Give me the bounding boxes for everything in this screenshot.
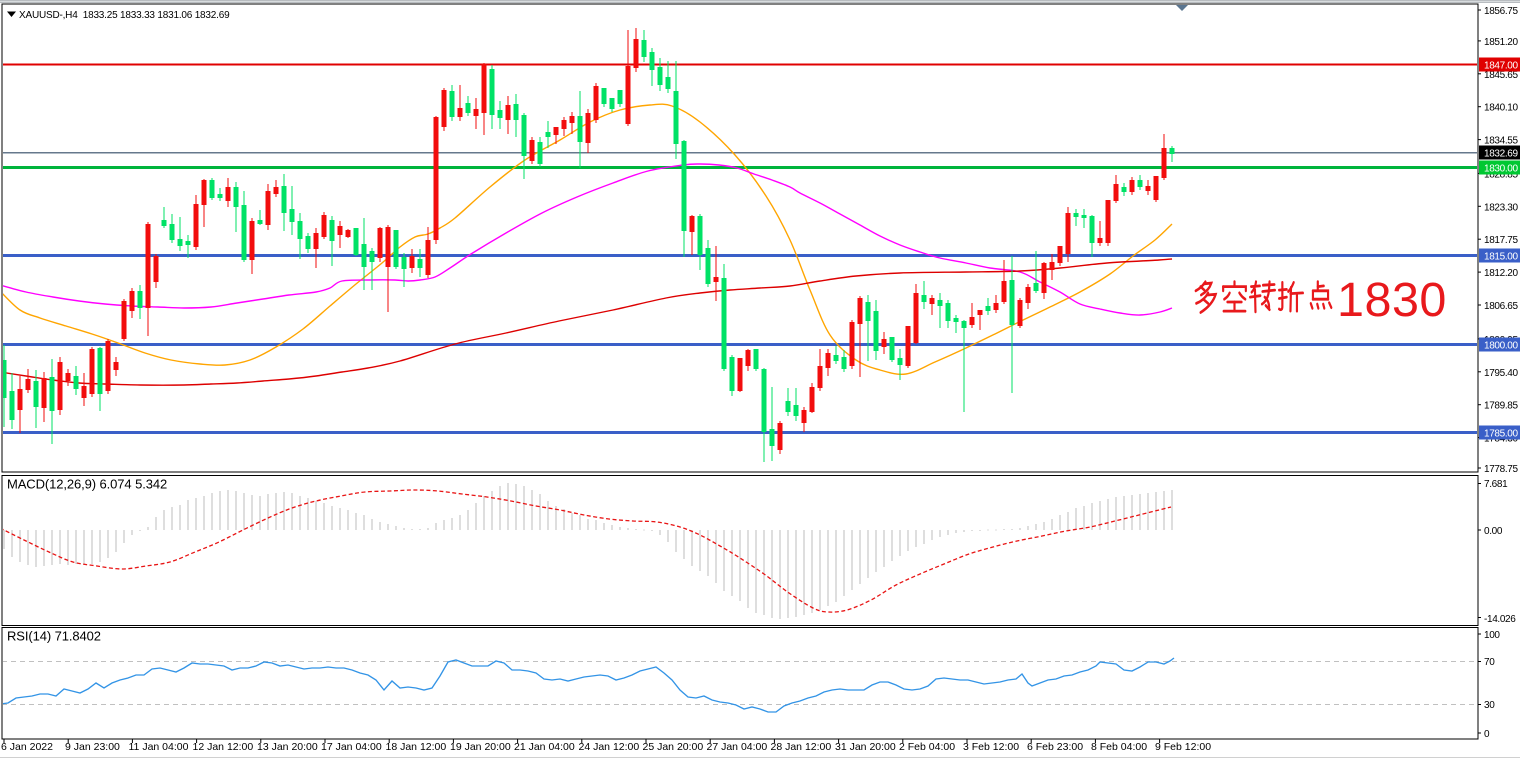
svg-text:31 Jan 20:00: 31 Jan 20:00	[835, 741, 896, 753]
svg-text:-14.026: -14.026	[1484, 614, 1516, 625]
svg-text:1806.65: 1806.65	[1484, 301, 1518, 312]
svg-text:1785.00: 1785.00	[1484, 429, 1518, 440]
svg-text:1830: 1830	[1337, 273, 1447, 327]
svg-text:9 Jan 23:00: 9 Jan 23:00	[65, 741, 120, 753]
svg-text:13 Jan 20:00: 13 Jan 20:00	[257, 741, 318, 753]
svg-text:1812.20: 1812.20	[1484, 268, 1518, 279]
svg-text:1795.40: 1795.40	[1484, 368, 1518, 379]
svg-text:1847.00: 1847.00	[1484, 61, 1518, 72]
svg-text:7.681: 7.681	[1484, 479, 1508, 490]
svg-text:25 Jan 20:00: 25 Jan 20:00	[643, 741, 704, 753]
svg-text:0: 0	[1484, 729, 1490, 740]
svg-text:70: 70	[1484, 657, 1495, 668]
svg-text:28 Jan 12:00: 28 Jan 12:00	[771, 741, 832, 753]
svg-text:1823.30: 1823.30	[1484, 202, 1518, 213]
svg-text:11 Jan 04:00: 11 Jan 04:00	[129, 741, 189, 753]
svg-text:1832.69: 1832.69	[1484, 149, 1518, 160]
svg-text:19 Jan 20:00: 19 Jan 20:00	[450, 741, 511, 753]
svg-text:MACD(12,26,9) 6.074 5.342: MACD(12,26,9) 6.074 5.342	[7, 477, 167, 492]
svg-text:12 Jan 12:00: 12 Jan 12:00	[193, 741, 254, 753]
svg-text:17 Jan 04:00: 17 Jan 04:00	[321, 741, 382, 753]
svg-text:RSI(14) 71.8402: RSI(14) 71.8402	[7, 629, 101, 644]
svg-text:1840.10: 1840.10	[1484, 103, 1518, 114]
svg-text:27 Jan 04:00: 27 Jan 04:00	[707, 741, 768, 753]
svg-text:1828.85: 1828.85	[1484, 169, 1518, 180]
svg-text:3 Feb 12:00: 3 Feb 12:00	[963, 741, 1019, 753]
svg-text:6 Jan 2022: 6 Jan 2022	[1, 741, 53, 753]
svg-text:2 Feb 04:00: 2 Feb 04:00	[899, 741, 955, 753]
svg-text:8 Feb 04:00: 8 Feb 04:00	[1091, 741, 1147, 753]
svg-text:1800.00: 1800.00	[1484, 341, 1518, 352]
svg-text:21 Jan 04:00: 21 Jan 04:00	[514, 741, 575, 753]
svg-text:XAUUSD-,H4 1833.25 1833.33 18: XAUUSD-,H4 1833.25 1833.33 1831.06 1832.…	[19, 10, 230, 21]
svg-text:0.00: 0.00	[1484, 526, 1503, 537]
svg-text:6 Feb 23:00: 6 Feb 23:00	[1027, 741, 1083, 753]
svg-text:18 Jan 12:00: 18 Jan 12:00	[386, 741, 447, 753]
svg-text:1778.75: 1778.75	[1484, 464, 1518, 475]
svg-text:1856.75: 1856.75	[1484, 6, 1518, 17]
svg-text:1830.00: 1830.00	[1484, 164, 1518, 175]
svg-text:24 Jan 12:00: 24 Jan 12:00	[579, 741, 640, 753]
svg-text:30: 30	[1484, 700, 1495, 711]
svg-text:1834.55: 1834.55	[1484, 136, 1518, 147]
svg-text:1789.85: 1789.85	[1484, 401, 1518, 412]
svg-text:1817.75: 1817.75	[1484, 235, 1518, 246]
svg-text:100: 100	[1484, 630, 1500, 641]
svg-text:1845.65: 1845.65	[1484, 70, 1518, 81]
svg-text:9 Feb 12:00: 9 Feb 12:00	[1155, 741, 1211, 753]
svg-text:1851.20: 1851.20	[1484, 37, 1518, 48]
svg-text:1815.00: 1815.00	[1484, 252, 1518, 263]
